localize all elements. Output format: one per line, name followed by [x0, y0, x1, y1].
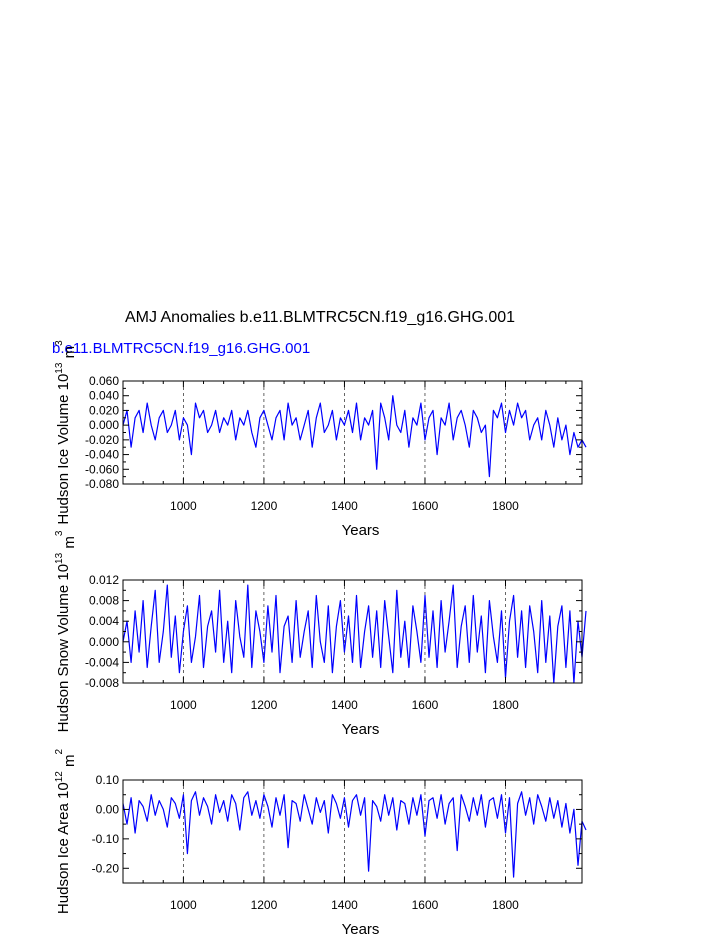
x-tick-label: 1800	[492, 898, 519, 912]
panel-1: 1000 1200 1400 1600 1800 -0.080-0.060-0.040-0…	[54, 340, 587, 539]
y-axis-label-part: 12	[54, 771, 65, 783]
y-tick-label: 0.004	[89, 614, 119, 628]
y-tick-label: -0.20	[92, 861, 120, 875]
y-tick-label: -0.040	[85, 448, 119, 462]
x-tick-label: 1800	[492, 499, 519, 513]
y-tick-label: 0.000	[89, 418, 119, 432]
x-tick-label: 1000	[170, 898, 197, 912]
x-tick-label: 1600	[412, 499, 439, 513]
y-axis-label-part: m	[61, 755, 78, 772]
y-axis-label-part: 13	[54, 362, 65, 374]
x-axis-label: Years	[342, 921, 380, 935]
y-axis-label: Hudson Ice Volume 1013 m3	[54, 340, 78, 525]
y-tick-label: -0.008	[85, 676, 119, 690]
x-tick-label: 1400	[331, 898, 358, 912]
y-tick-label: 0.000	[89, 635, 119, 649]
x-axis-label: Years	[342, 721, 380, 738]
y-tick-label: -0.080	[85, 477, 119, 491]
y-axis-label-part: 3	[54, 340, 65, 346]
x-tick-label: 1400	[331, 499, 358, 513]
y-tick-label: 0.008	[89, 594, 119, 608]
y-tick-label: -0.060	[85, 462, 119, 476]
chart-title: AMJ Anomalies b.e11.BLMTRC5CN.f19_g16.GH…	[125, 309, 515, 326]
y-tick-label: -0.020	[85, 433, 119, 447]
x-tick-label: 1200	[251, 499, 278, 513]
y-axis-label-part: Hudson Ice Volume 10	[55, 374, 72, 525]
chart-subtitle: b.e11.BLMTRC5CN.f19_g16.GHG.001	[52, 340, 310, 357]
y-axis-label: Hudson Snow Volume 1013 m3	[54, 530, 78, 732]
x-tick-label: 1200	[251, 898, 278, 912]
y-axis-label-part: Hudson Ice Area 10	[55, 782, 72, 914]
panels-group: 1000 1200 1400 1600 1800-0.080-0.060-0.040-0…	[54, 340, 587, 935]
x-axis-label: Years	[342, 522, 380, 539]
y-axis-label-part: 2	[54, 749, 65, 755]
y-tick-label: 0.040	[89, 389, 119, 403]
y-axis-label-part: m	[61, 346, 78, 363]
x-tick-label: 1600	[412, 898, 439, 912]
y-axis-label-part: 13	[54, 552, 65, 564]
x-tick-label: 1600	[412, 698, 439, 712]
y-axis-label-part: Hudson Snow Volume 10	[55, 564, 72, 732]
plot-frame	[122, 779, 583, 884]
panel-2: 1000 1200 1400 1600 1800 -0.008 -0.004 0.000 0.0…	[54, 530, 587, 738]
y-tick-label: 0.020	[89, 403, 119, 417]
series-line	[122, 395, 587, 478]
y-tick-label: 0.012	[89, 573, 119, 587]
x-tick-label: 1000	[170, 499, 197, 513]
y-axis-label-part: 3	[54, 530, 65, 536]
series-line	[122, 791, 587, 878]
series-line	[122, 584, 587, 684]
y-axis-label-part: m	[61, 536, 78, 553]
y-axis-label: Hudson Ice Area 1012 m2	[54, 749, 78, 915]
y-tick-label: -0.10	[92, 832, 120, 846]
panel-3: 1000 1200 1400 1600 1800 -0.20 -0.10 0.00 0.10 Ye…	[54, 749, 587, 935]
y-tick-label: -0.004	[85, 655, 119, 669]
y-tick-label: 0.00	[96, 802, 120, 816]
x-tick-label: 1800	[492, 698, 519, 712]
y-tick-label: 0.10	[96, 773, 120, 787]
x-tick-label: 1000	[170, 698, 197, 712]
x-tick-label: 1200	[251, 698, 278, 712]
y-tick-label: 0.060	[89, 374, 119, 388]
x-tick-label: 1400	[331, 698, 358, 712]
